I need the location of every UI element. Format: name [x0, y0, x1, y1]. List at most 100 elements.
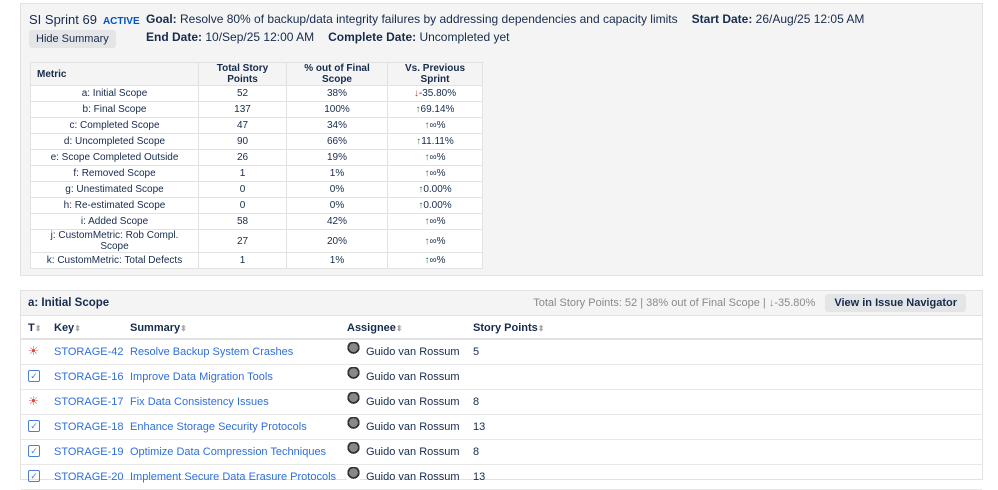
col-points: Total Story Points [198, 62, 287, 86]
sprint-summary-panel: SI Sprint 69 ACTIVE Hide Summary Goal: Re… [20, 3, 983, 276]
sort-key[interactable]: Key⬍ [54, 322, 81, 334]
issue-row: ☀ STORAGE-17 Fix Data Consistency Issues Gu… [21, 390, 982, 415]
metric-vs: ↑69.14% [387, 101, 483, 118]
metric-vs: ↑∞% [387, 149, 483, 166]
arrow-up-icon: ↑ [418, 184, 424, 195]
metric-pct: 38% [286, 85, 388, 102]
arrow-up-icon: ↑ [416, 136, 422, 147]
avatar [347, 392, 360, 409]
sort-assignee[interactable]: Assignee⬍ [347, 322, 403, 334]
complete-date: Complete Date: Uncompleted yet [328, 30, 510, 44]
arrow-down-icon: ↓ [413, 88, 419, 99]
avatar [347, 367, 360, 384]
metric-name: g: Unestimated Scope [30, 181, 199, 198]
issue-summary-link[interactable]: Fix Data Consistency Issues [130, 396, 269, 408]
issue-row: ✓ STORAGE-19 Optimize Data Compression Tec… [21, 440, 982, 465]
metric-row: f: Removed Scope 1 1% ↑∞% [30, 165, 483, 182]
issue-summary-link[interactable]: Enhance Storage Security Protocols [130, 421, 307, 433]
section-title: a: Initial Scope [28, 297, 110, 309]
story-points: 13 [473, 421, 486, 433]
hide-summary-button[interactable]: Hide Summary [29, 30, 116, 48]
issue-row: ✓ STORAGE-20 Implement Secure Data Erasure… [21, 465, 982, 490]
sprint-goal: Goal: Resolve 80% of backup/data integri… [146, 12, 678, 26]
arrow-up-icon: ↑ [415, 104, 421, 115]
metric-vs: ↑0.00% [387, 197, 483, 214]
issue-summary-link[interactable]: Optimize Data Compression Techniques [130, 446, 327, 458]
assignee: Guido van Rossum [347, 342, 460, 359]
metric-pct: 34% [286, 117, 388, 134]
metric-points: 1 [198, 165, 287, 182]
metric-pct: 0% [286, 197, 388, 214]
metric-row: k: CustomMetric: Total Defects 1 1% ↑∞% [30, 252, 483, 269]
metric-vs: ↓-35.80% [387, 85, 483, 102]
metric-name: j: CustomMetric: Rob Compl. Scope [30, 229, 199, 253]
arrow-up-icon: ↑ [424, 152, 430, 163]
metric-name: d: Uncompleted Scope [30, 133, 199, 150]
bug-icon: ☀ [28, 344, 39, 358]
metric-row: h: Re-estimated Scope 0 0% ↑0.00% [30, 197, 483, 214]
metric-pct: 20% [286, 229, 388, 253]
issue-key-link[interactable]: STORAGE-18 [54, 421, 124, 433]
col-metric: Metric [30, 62, 199, 86]
metric-points: 0 [198, 197, 287, 214]
metric-row: e: Scope Completed Outside 26 19% ↑∞% [30, 149, 483, 166]
metric-points: 27 [198, 229, 287, 253]
story-points: 13 [473, 471, 486, 483]
metric-pct: 66% [286, 133, 388, 150]
metric-vs: ↑∞% [387, 229, 483, 253]
initial-scope-panel: a: Initial Scope Total Story Points: 52 … [20, 290, 983, 490]
metric-points: 137 [198, 101, 287, 118]
metric-name: a: Initial Scope [30, 85, 199, 102]
metric-vs: ↑0.00% [387, 181, 483, 198]
arrow-up-icon: ↑ [418, 200, 424, 211]
metric-points: 52 [198, 85, 287, 102]
metric-name: c: Completed Scope [30, 117, 199, 134]
view-in-issue-navigator-button[interactable]: View in Issue Navigator [825, 294, 966, 312]
issue-key-link[interactable]: STORAGE-20 [54, 471, 124, 483]
metric-vs: ↑∞% [387, 252, 483, 269]
metric-points: 90 [198, 133, 287, 150]
metric-row: d: Uncompleted Scope 90 66% ↑11.11% [30, 133, 483, 150]
metric-pct: 1% [286, 252, 388, 269]
arrow-up-icon: ↑ [424, 235, 430, 247]
metric-pct: 100% [286, 101, 388, 118]
metric-name: h: Re-estimated Scope [30, 197, 199, 214]
arrow-up-icon: ↑ [424, 255, 430, 266]
metric-row: c: Completed Scope 47 34% ↑∞% [30, 117, 483, 134]
sprint-info-line-1: Goal: Resolve 80% of backup/data integri… [146, 10, 974, 28]
metric-points: 0 [198, 181, 287, 198]
avatar [347, 342, 360, 359]
sort-summary[interactable]: Summary⬍ [130, 322, 187, 334]
col-pct: % out of Final Scope [286, 62, 388, 86]
assignee: Guido van Rossum [347, 417, 460, 434]
bug-icon: ☀ [28, 394, 39, 408]
metric-points: 58 [198, 213, 287, 230]
sort-type[interactable]: T⬍ [28, 322, 42, 334]
sprint-info-line-2: End Date: 10/Sep/25 12:00 AM Complete Da… [146, 28, 974, 46]
metric-vs: ↑∞% [387, 165, 483, 182]
issue-row: ✓ STORAGE-18 Enhance Storage Security Prot… [21, 415, 982, 440]
issue-summary-link[interactable]: Improve Data Migration Tools [130, 371, 273, 383]
col-vs: Vs. Previous Sprint [387, 62, 483, 86]
start-date: Start Date: 26/Aug/25 12:05 AM [691, 12, 865, 26]
metric-row: a: Initial Scope 52 38% ↓-35.80% [30, 85, 483, 102]
status-badge: ACTIVE [102, 16, 140, 27]
issue-key-link[interactable]: STORAGE-17 [54, 396, 124, 408]
sort-story-points[interactable]: Story Points⬍ [473, 322, 545, 334]
metric-pct: 1% [286, 165, 388, 182]
metric-name: k: CustomMetric: Total Defects [30, 252, 199, 269]
metric-points: 47 [198, 117, 287, 134]
arrow-up-icon: ↑ [424, 216, 430, 227]
issue-summary-link[interactable]: Implement Secure Data Erasure Protocols [130, 471, 337, 483]
metric-name: f: Removed Scope [30, 165, 199, 182]
story-points: 8 [473, 446, 480, 458]
issue-summary-link[interactable]: Resolve Backup System Crashes [130, 346, 294, 358]
avatar [347, 417, 360, 434]
metric-points: 1 [198, 252, 287, 269]
metric-vs: ↑∞% [387, 213, 483, 230]
arrow-up-icon: ↑ [424, 168, 430, 179]
issue-key-link[interactable]: STORAGE-19 [54, 446, 124, 458]
issue-key-link[interactable]: STORAGE-16 [54, 371, 124, 383]
metric-pct: 0% [286, 181, 388, 198]
issue-key-link[interactable]: STORAGE-42 [54, 346, 124, 358]
